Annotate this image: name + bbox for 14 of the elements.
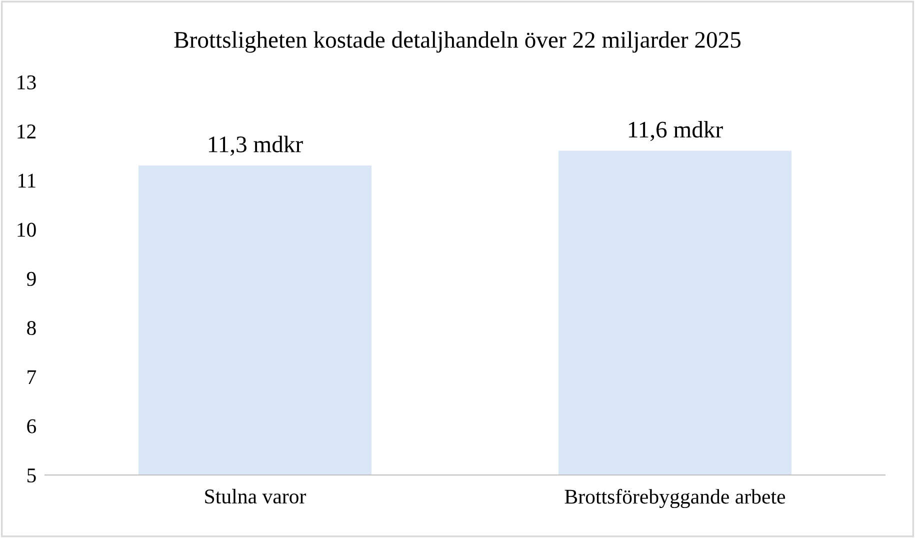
y-tick-label: 8: [27, 321, 36, 336]
data-label: 11,3 mdkr: [208, 136, 303, 156]
x-tick-label: Stulna varor: [205, 488, 306, 504]
chart-title: Brottsligheten kostade detaljhandeln över 22 miljarder 2025: [174, 31, 740, 53]
y-tick-label: 10: [18, 222, 36, 237]
y-tick-label: 11: [18, 174, 36, 188]
data-label: 11,6 mdkr: [628, 121, 723, 142]
y-tick-label: 7: [28, 370, 36, 384]
y-tick-label: 12: [18, 124, 36, 138]
y-tick-label: 13: [18, 75, 36, 90]
y-tick-label: 9: [26, 272, 36, 286]
x-tick-label: Brottsförebyggande arbete: [564, 488, 786, 508]
y-tick-label: 5: [27, 468, 36, 482]
y-tick-label: 6: [27, 419, 36, 434]
